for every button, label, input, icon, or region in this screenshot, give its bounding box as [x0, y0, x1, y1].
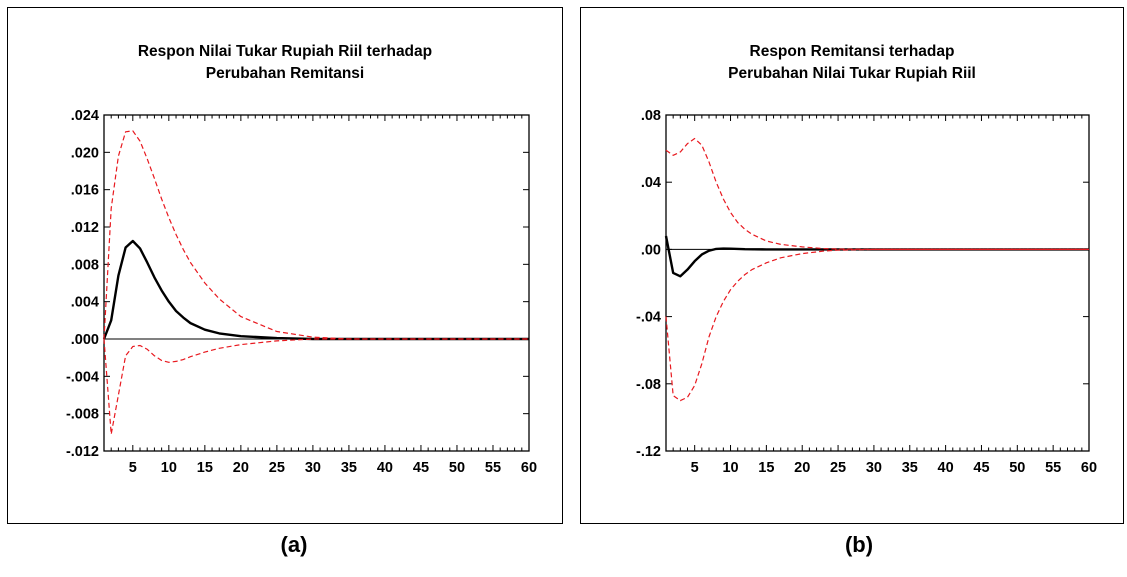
chart-a-confidence-band-line [103, 338, 529, 435]
chart-b-plot-area [665, 114, 1090, 452]
chart-b-y-tick-label: -.08 [636, 377, 661, 393]
chart-a-x-tick-label: 5 [129, 460, 137, 476]
chart-b-response-line [664, 235, 1089, 278]
chart-b-x-tick-label: 20 [794, 460, 810, 476]
chart-a-y-tick-label: .016 [71, 183, 99, 199]
chart-a-x-tick-label: 30 [305, 460, 321, 476]
panel-caption-b: (b) [844, 532, 874, 557]
chart-b-x-tick-label: 35 [902, 460, 918, 476]
chart-a-title-line1: Respon Nilai Tukar Rupiah Riil terhadap [137, 43, 433, 60]
chart-a-x-tick-label: 40 [377, 460, 393, 476]
chart-b-title-line1: Respon Remitansi terhadap [749, 43, 955, 60]
chart-b-y-tick-label: .00 [641, 242, 661, 258]
chart-b-x-tick-label: 5 [691, 460, 699, 476]
chart-a-x-tick-label: 55 [485, 460, 501, 476]
chart-b-x-tick-label: 15 [758, 460, 774, 476]
chart-b-x-tick-label: 30 [866, 460, 882, 476]
chart-a-x-tick-label: 10 [161, 460, 177, 476]
chart-b-x-tick-label: 10 [722, 460, 738, 476]
chart-a-y-tick-label: .008 [71, 257, 99, 273]
chart-a-y-tick-label: .024 [71, 108, 99, 124]
chart-a-x-tick-label: 50 [449, 460, 465, 476]
chart-a-response-line [102, 239, 529, 341]
chart-b-x-tick-label: 40 [938, 460, 954, 476]
chart-b-x-tick-label: 50 [1009, 460, 1025, 476]
chart-b-x-tick-label: 55 [1045, 460, 1061, 476]
chart-a-x-tick-label: 25 [269, 460, 285, 476]
chart-b-title-line2: Perubahan Nilai Tukar Rupiah Riil [728, 65, 976, 82]
chart-a-y-tick-label: -.012 [66, 444, 99, 460]
panel-caption-a: (a) [280, 532, 308, 557]
chart-b-y-tick-label: .04 [641, 175, 661, 191]
chart-a-y-tick-label: .004 [71, 295, 99, 311]
chart-b-confidence-band-line [665, 248, 1089, 402]
chart-b-title: Respon Remitansi terhadap Perubahan Nila… [580, 41, 1124, 85]
chart-panel-a [7, 7, 563, 524]
chart-a-y-tick-label: .020 [71, 145, 99, 161]
chart-b-x-tick-label: 60 [1081, 460, 1097, 476]
chart-a-x-tick-label: 45 [413, 460, 429, 476]
chart-b-y-tick-label: .08 [641, 108, 661, 124]
chart-a-x-tick-label: 20 [233, 460, 249, 476]
chart-a-x-tick-label: 35 [341, 460, 357, 476]
chart-b-x-tick-label: 25 [830, 460, 846, 476]
chart-a-title-line2: Perubahan Remitansi [205, 65, 365, 82]
chart-a-y-tick-label: -.004 [66, 369, 99, 385]
chart-a-plot-area [103, 114, 530, 452]
chart-b-y-tick-label: -.04 [636, 310, 661, 326]
chart-a-y-tick-label: .000 [71, 332, 99, 348]
chart-a-confidence-band-line [103, 130, 529, 340]
chart-b-y-tick-label: -.12 [636, 444, 661, 460]
chart-b-x-tick-label: 45 [973, 460, 989, 476]
chart-a-title: Respon Nilai Tukar Rupiah Riil terhadap … [7, 41, 563, 85]
chart-a-x-tick-label: 15 [197, 460, 213, 476]
chart-a-x-tick-label: 60 [521, 460, 537, 476]
chart-a-y-tick-label: .012 [71, 220, 99, 236]
chart-a-y-tick-label: -.008 [66, 407, 99, 423]
chart-b-confidence-band-line [665, 137, 1089, 250]
